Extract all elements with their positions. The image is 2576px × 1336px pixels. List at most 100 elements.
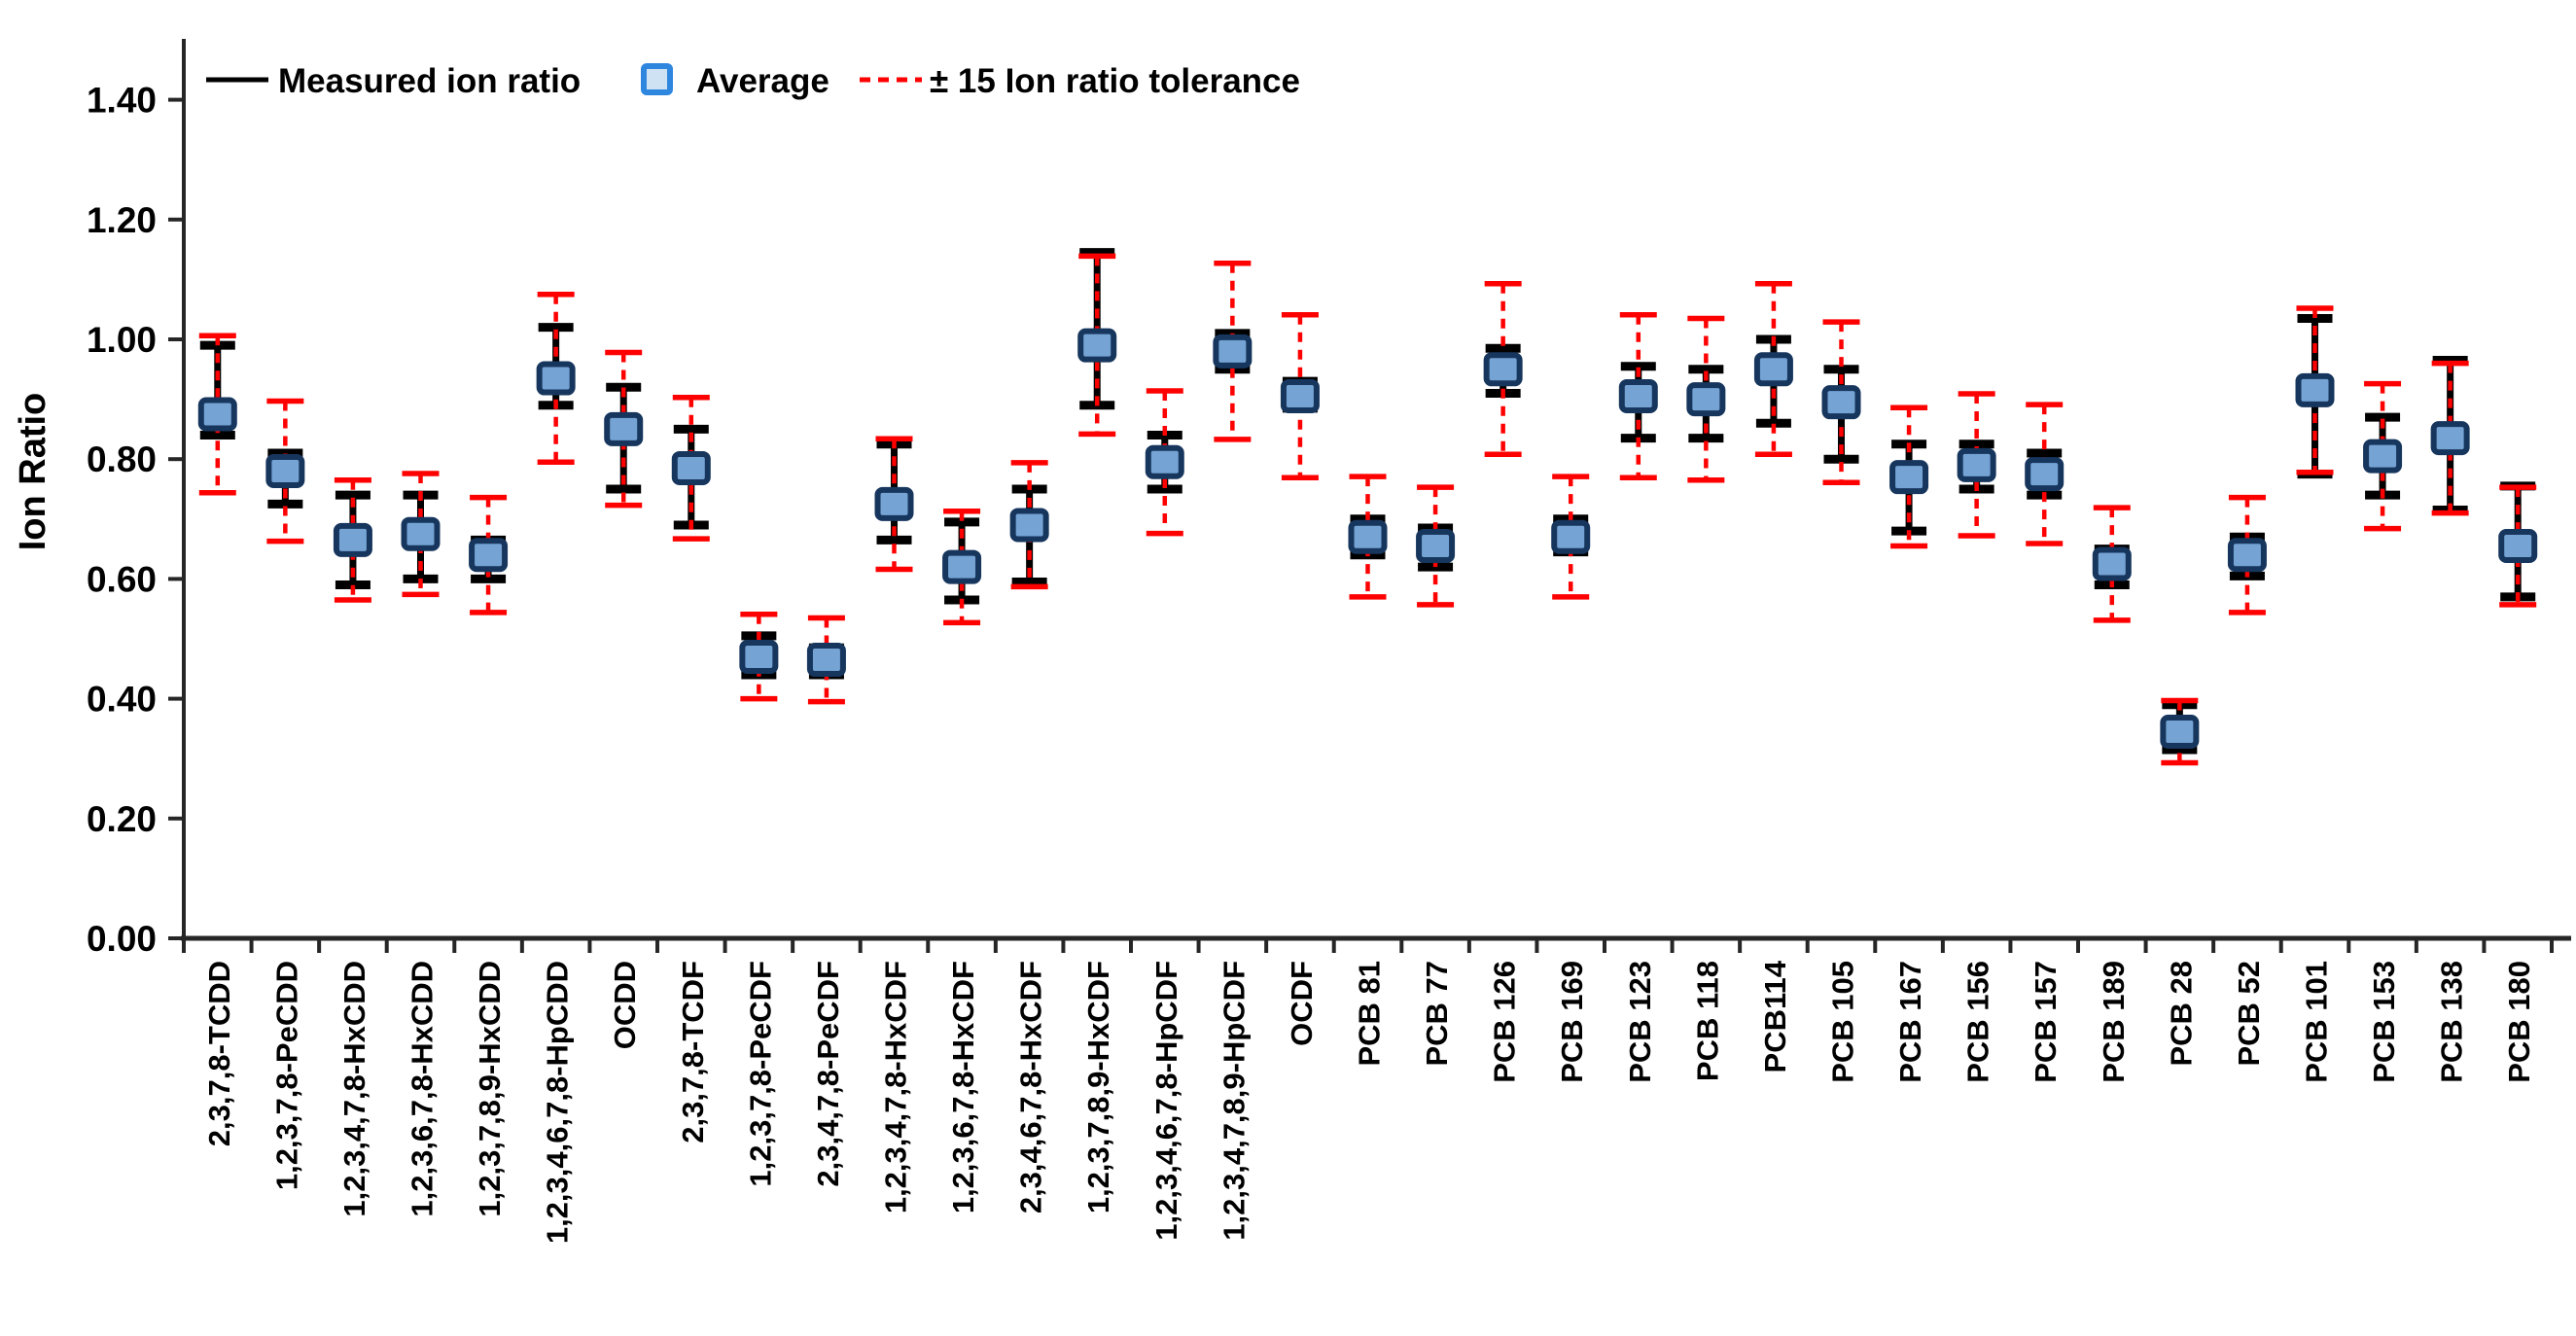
average-square-marker	[604, 411, 644, 446]
average-square-marker	[197, 397, 237, 432]
data-point-group	[1753, 280, 1793, 458]
x-category-label: OCDD	[608, 961, 642, 1049]
average-square-marker	[333, 522, 372, 557]
data-point-group	[1077, 248, 1117, 438]
y-axis-title: Ion Ratio	[13, 393, 53, 551]
data-point-group	[197, 333, 237, 496]
data-point-group	[2363, 380, 2403, 532]
average-square-marker	[265, 454, 305, 489]
x-category-label: PCB 123	[1623, 961, 1657, 1083]
average-square-marker	[1280, 379, 1320, 414]
y-tick-label: 0.00	[87, 919, 157, 959]
data-point-group	[536, 292, 576, 466]
data-point-group	[1280, 311, 1320, 481]
x-category-label: PCB 180	[2502, 961, 2536, 1083]
average-square-marker	[1889, 460, 1929, 495]
x-category-label: 1,2,3,4,7,8,9-HpCDF	[1217, 961, 1251, 1241]
average-square-marker	[2295, 372, 2335, 407]
data-point-group	[1686, 315, 1726, 483]
data-point-group	[2160, 697, 2200, 766]
data-point-group	[469, 494, 509, 615]
data-point-group	[1348, 474, 1388, 600]
average-square-marker	[1077, 328, 1117, 363]
x-category-label: 1,2,3,7,8-PeCDF	[743, 961, 777, 1187]
data-point-group	[671, 395, 711, 542]
data-point-group	[806, 615, 846, 705]
average-square-marker	[1483, 352, 1523, 387]
average-square-marker	[2227, 538, 2267, 573]
x-category-label: PCB 126	[1488, 961, 1522, 1083]
x-category-label: PCB 77	[1420, 961, 1454, 1067]
average-square-marker	[1618, 379, 1658, 414]
x-category-label: PCB 105	[1826, 961, 1860, 1083]
average-square-marker	[1957, 447, 1996, 482]
data-point-group	[2092, 505, 2132, 623]
y-tick-label: 1.40	[87, 81, 157, 121]
data-point-group	[942, 509, 982, 626]
data-point-group	[2025, 402, 2064, 546]
x-category-label: 1,2,3,4,6,7,8-HpCDD	[541, 961, 575, 1244]
average-square-marker	[401, 516, 441, 551]
average-square-marker	[806, 643, 846, 678]
x-category-label: OCDF	[1285, 961, 1319, 1046]
x-category-label: PCB 118	[1690, 961, 1724, 1081]
data-point-group	[2295, 305, 2335, 479]
data-point-group	[1618, 311, 1658, 481]
data-point-group	[1009, 460, 1049, 590]
average-square-marker	[671, 450, 711, 485]
x-category-label: 1,2,3,4,6,7,8-HpCDF	[1149, 961, 1183, 1241]
x-category-label: PCB 101	[2300, 961, 2334, 1083]
x-category-label: 1,2,3,7,8,9-HxCDD	[473, 961, 507, 1217]
average-square-marker	[2025, 457, 2064, 492]
data-point-group	[1145, 388, 1184, 537]
data-point-group	[1821, 319, 1861, 485]
x-category-label: 2,3,7,8-TCDF	[676, 961, 710, 1143]
data-point-group	[265, 398, 305, 545]
average-square-marker	[2430, 421, 2470, 456]
average-square-marker	[1753, 352, 1793, 387]
x-category-label: 2,3,4,7,8-PeCDF	[811, 961, 845, 1187]
average-square-marker	[1145, 444, 1184, 479]
legend: Measured ion ratio Average ± 15 Ion rati…	[206, 62, 1300, 100]
legend-average-label: Average	[696, 62, 829, 100]
x-category-label: 1,2,3,4,7,8-HxCDD	[337, 961, 371, 1217]
x-category-label: 1,2,3,4,7,8-HxCDF	[879, 961, 913, 1213]
x-category-label: PCB 189	[2097, 961, 2131, 1083]
average-square-marker	[2160, 714, 2200, 749]
axes: 0.00 0.20 0.40 0.60 0.80 1.00 1.20 1.40	[87, 39, 2571, 959]
x-category-label: PCB 167	[1893, 961, 1927, 1083]
y-tick-label: 0.80	[87, 439, 157, 479]
x-category-label: 1,2,3,7,8-PeCDD	[269, 961, 303, 1190]
average-square-marker	[1009, 508, 1049, 543]
data-point-group	[2498, 481, 2538, 608]
x-category-label: 2,3,7,8-TCDD	[202, 961, 236, 1146]
x-category-label: PCB114	[1758, 960, 1792, 1072]
legend-measured-label: Measured ion ratio	[278, 62, 581, 100]
x-category-label: 2,3,4,6,7,8-HxCDF	[1014, 961, 1048, 1213]
average-square-marker	[739, 639, 779, 674]
x-category-label: PCB 169	[1555, 961, 1589, 1083]
data-series: 2,3,7,8-TCDD 1,2,3,7,8-PeCDD 1,2,3,4,7,8-H…	[197, 248, 2538, 1244]
average-square-marker	[2363, 439, 2403, 474]
x-category-label: PCB 28	[2164, 961, 2198, 1067]
average-square-marker	[1213, 334, 1253, 369]
average-square-marker	[2498, 529, 2538, 564]
data-point-group	[1551, 474, 1591, 600]
x-category-label: PCB 138	[2435, 961, 2469, 1083]
x-category-label: PCB 153	[2367, 961, 2401, 1083]
average-square-marker	[942, 549, 982, 584]
average-square-marker	[1416, 529, 1456, 564]
average-square-marker	[2092, 546, 2132, 581]
data-point-group	[874, 436, 914, 573]
average-square-marker	[1551, 519, 1591, 554]
x-category-label: PCB 157	[2029, 961, 2063, 1083]
average-square-marker	[469, 538, 509, 573]
data-point-group	[1213, 261, 1253, 442]
average-square-marker	[1348, 519, 1388, 554]
average-square-marker	[536, 361, 576, 396]
data-point-group	[401, 471, 441, 598]
y-tick-label: 0.40	[87, 680, 157, 720]
y-tick-label: 0.60	[87, 559, 157, 599]
